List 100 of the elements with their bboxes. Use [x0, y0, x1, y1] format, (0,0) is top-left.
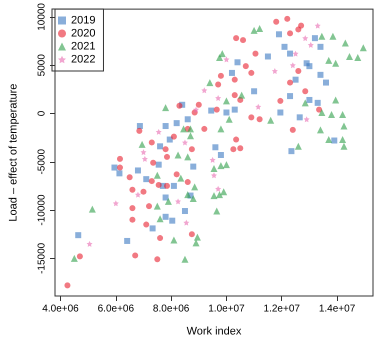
point — [325, 56, 332, 64]
point — [233, 35, 240, 42]
point — [294, 142, 302, 150]
point — [162, 194, 169, 200]
point — [184, 116, 191, 122]
point — [183, 220, 190, 226]
point — [180, 125, 188, 132]
point — [162, 104, 170, 112]
x-tick-label: 6.0e+06 — [98, 304, 134, 314]
point — [186, 132, 194, 140]
point — [186, 125, 194, 132]
point — [116, 156, 123, 162]
point — [314, 100, 321, 106]
point — [222, 97, 230, 104]
point — [201, 126, 208, 132]
point — [177, 174, 184, 182]
point — [317, 72, 324, 78]
point — [192, 239, 200, 246]
point — [181, 256, 188, 263]
point — [196, 102, 202, 108]
point — [191, 183, 198, 190]
point — [169, 218, 176, 224]
point — [190, 164, 196, 170]
point — [220, 188, 228, 196]
point — [134, 192, 141, 198]
point — [354, 54, 362, 61]
point — [217, 162, 224, 170]
point — [157, 143, 164, 150]
y-tick-label: 5000 — [36, 54, 48, 76]
point — [287, 93, 294, 100]
point — [143, 222, 150, 228]
point — [215, 82, 222, 88]
point — [287, 30, 294, 36]
point — [76, 253, 83, 260]
legend-label: 2022 — [71, 54, 96, 66]
point — [248, 70, 254, 76]
point — [292, 50, 299, 57]
x-tick-label: 8.0e+06 — [152, 304, 190, 314]
point — [306, 96, 312, 103]
point — [116, 170, 122, 176]
point — [157, 235, 164, 242]
point — [146, 203, 152, 210]
point — [248, 114, 254, 120]
point — [290, 62, 296, 68]
point — [212, 144, 218, 150]
point — [170, 182, 177, 189]
point — [277, 110, 284, 116]
point — [154, 202, 161, 210]
point — [238, 92, 246, 99]
y-tick-label: 10000 — [36, 2, 48, 31]
legend-label: 2020 — [71, 28, 96, 40]
point — [228, 70, 235, 76]
point — [314, 22, 321, 29]
point — [216, 54, 224, 61]
point — [340, 142, 348, 150]
point — [138, 140, 146, 148]
legend-label: 2019 — [71, 14, 96, 26]
point — [148, 139, 155, 146]
point — [242, 63, 249, 70]
point — [264, 54, 271, 60]
point — [296, 114, 303, 120]
point — [218, 72, 224, 79]
point — [170, 236, 178, 244]
point — [223, 56, 230, 62]
point — [317, 44, 324, 50]
point — [222, 161, 230, 168]
point — [232, 76, 238, 83]
point — [295, 26, 302, 32]
point — [308, 42, 314, 48]
point — [237, 145, 244, 152]
point — [322, 80, 329, 86]
point — [339, 110, 346, 118]
point — [154, 256, 160, 262]
point — [276, 31, 282, 38]
point — [316, 106, 322, 113]
point — [164, 154, 170, 160]
point — [287, 50, 294, 57]
point — [272, 68, 278, 74]
point — [129, 186, 136, 193]
point — [252, 50, 258, 57]
point — [156, 182, 162, 188]
point — [175, 198, 182, 204]
point — [304, 60, 310, 66]
point — [150, 225, 156, 232]
point — [140, 149, 146, 156]
point — [124, 238, 130, 244]
point — [156, 128, 162, 135]
point — [136, 123, 143, 130]
point — [331, 138, 338, 144]
point — [232, 92, 238, 98]
point — [342, 39, 349, 46]
point — [170, 134, 177, 140]
point — [88, 206, 96, 213]
point — [148, 178, 155, 184]
point — [184, 153, 192, 160]
point — [174, 120, 180, 126]
y-tick-label: -10000 — [36, 194, 48, 226]
point — [162, 123, 169, 130]
point — [174, 152, 182, 159]
point — [256, 24, 264, 32]
